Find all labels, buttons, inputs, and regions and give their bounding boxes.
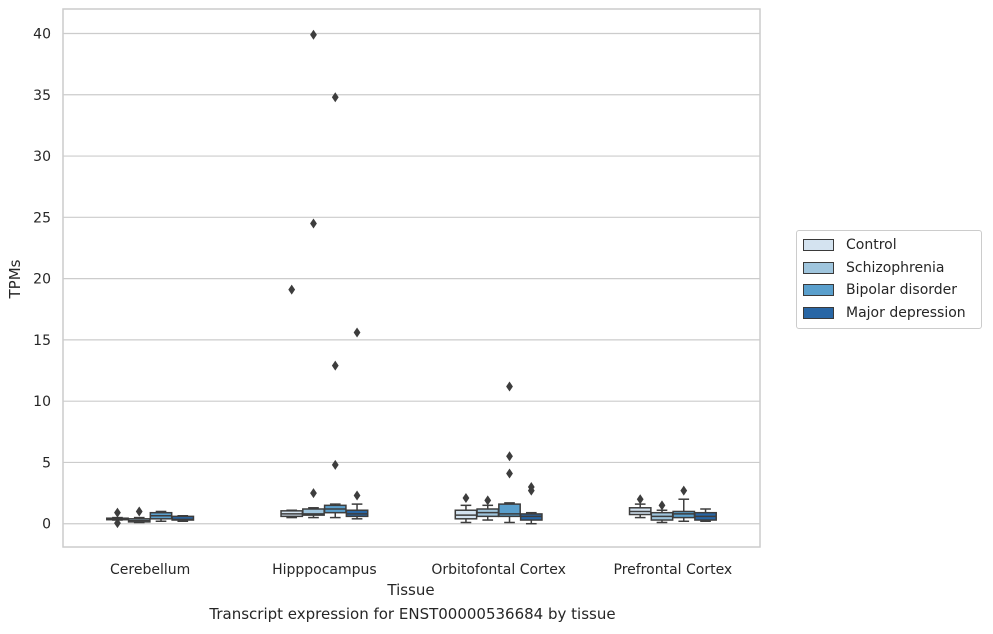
legend-label-major-depression: Major depression: [846, 304, 966, 321]
y-tick-label: 0: [42, 517, 51, 533]
legend-label-control: Control: [846, 237, 897, 254]
outlier-point: [310, 29, 317, 40]
outlier-point: [353, 327, 361, 338]
outlier-point: [331, 459, 339, 470]
outlier-point: [484, 495, 492, 506]
plot-border: [62, 8, 761, 548]
y-axis-title: TPMs: [6, 259, 24, 299]
box-control: [454, 504, 478, 524]
x-axis-title: Tissue: [386, 581, 434, 599]
outlier-point: [331, 92, 339, 103]
boxes: [106, 498, 717, 525]
box-major-depression: [345, 503, 369, 520]
y-tick-label: 40: [33, 27, 51, 43]
legend-item-bipolar-disorder: Bipolar disorder: [797, 279, 981, 302]
x-tick-labels: Cerebellum Hipppocampus Orbitofontal Corte…: [110, 562, 732, 578]
box-schizophrenia: [127, 516, 151, 524]
outlier-point: [506, 451, 513, 462]
outlier-point: [353, 490, 361, 501]
legend-swatch-major-depression: [803, 306, 834, 319]
legend-item-control: Control: [797, 234, 981, 257]
legend-swatch-control: [803, 239, 834, 252]
outlier-point: [288, 284, 296, 295]
x-tick-label: Prefrontal Cortex: [614, 562, 733, 578]
x-tick-label: Cerebellum: [110, 562, 190, 578]
box-bipolar-disorder: [672, 498, 696, 523]
box-bipolar-disorder: [498, 502, 521, 524]
outlier-point: [114, 518, 121, 529]
outlier-point: [527, 485, 535, 496]
outlier-point: [462, 492, 470, 503]
y-tick-label: 35: [33, 88, 51, 104]
box-bipolar-disorder: [149, 510, 173, 523]
box-major-depression: [694, 508, 717, 523]
y-tick-label: 15: [33, 333, 51, 349]
outlier-point: [636, 494, 644, 505]
box-major-depression: [171, 514, 195, 523]
box-major-depression: [519, 511, 543, 525]
x-tick-label: Hipppocampus: [272, 562, 377, 578]
outlier-points: [114, 29, 688, 529]
y-tick-label: 10: [33, 394, 51, 410]
y-tick-label: 5: [42, 455, 51, 471]
y-tick-label: 25: [33, 210, 51, 226]
box-control: [628, 503, 652, 519]
outlier-point: [114, 507, 121, 518]
outlier-point: [331, 360, 339, 371]
y-tick-label: 30: [33, 149, 51, 165]
box-schizophrenia: [476, 504, 500, 521]
legend-item-schizophrenia: Schizophrenia: [797, 257, 981, 280]
chart-caption: Transcript expression for ENST0000053668…: [209, 605, 616, 623]
box-bipolar-disorder: [323, 503, 347, 519]
plot-frame: [62, 8, 761, 548]
box-schizophrenia: [650, 509, 674, 524]
legend-label-bipolar-disorder: Bipolar disorder: [846, 282, 958, 299]
legend-swatch-bipolar-disorder: [803, 284, 834, 297]
outlier-point: [135, 506, 143, 517]
outlier-point: [506, 468, 513, 479]
y-tick-label: 20: [33, 272, 51, 288]
y-tick-labels: 0 5 10 15 20 25 30 35 40: [33, 27, 51, 533]
x-tick-label: Orbitofontal Cortex: [431, 562, 566, 578]
outlier-point: [310, 218, 317, 229]
box-schizophrenia: [302, 507, 325, 519]
legend: Control Schizophrenia Bipolar disorder M…: [796, 230, 982, 329]
legend-item-major-depression: Major depression: [797, 302, 981, 325]
outlier-point: [680, 485, 688, 496]
legend-label-schizophrenia: Schizophrenia: [846, 259, 945, 276]
legend-swatch-schizophrenia: [803, 261, 834, 274]
outlier-point: [658, 500, 666, 511]
outlier-point: [506, 381, 513, 392]
box-control: [280, 509, 304, 519]
gridlines: [63, 32, 760, 525]
outlier-point: [310, 488, 317, 499]
